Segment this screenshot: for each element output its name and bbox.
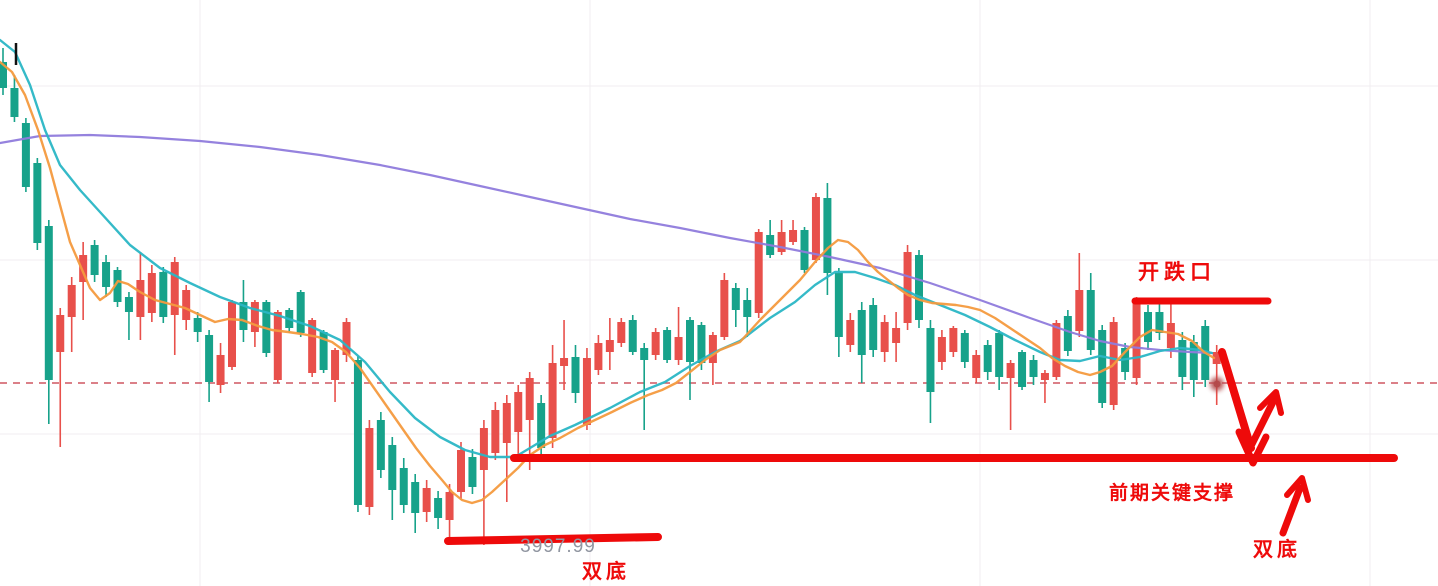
moving-averages-layer <box>0 38 1216 505</box>
candles-layer <box>0 48 1221 545</box>
down-arrow[interactable] <box>1218 348 1270 467</box>
up-arrow-double-bottom[interactable] <box>1279 475 1311 537</box>
annotation-label-key-support[interactable]: 前期关键支撑 <box>1108 483 1236 504</box>
annotation-label-double-bottom-right[interactable]: 双底 <box>1253 539 1301 561</box>
double-bottom-line[interactable] <box>444 533 662 545</box>
last-price-dot-core <box>1213 380 1221 388</box>
up-arrow-small[interactable] <box>1248 389 1284 448</box>
annotations-layer[interactable] <box>444 297 1398 545</box>
annotation-label-gap-down[interactable]: 开跌口 <box>1138 260 1216 284</box>
annotation-label-double-bottom-center[interactable]: 双底 <box>582 561 630 583</box>
low-price-label: 3997.99 <box>520 536 596 557</box>
